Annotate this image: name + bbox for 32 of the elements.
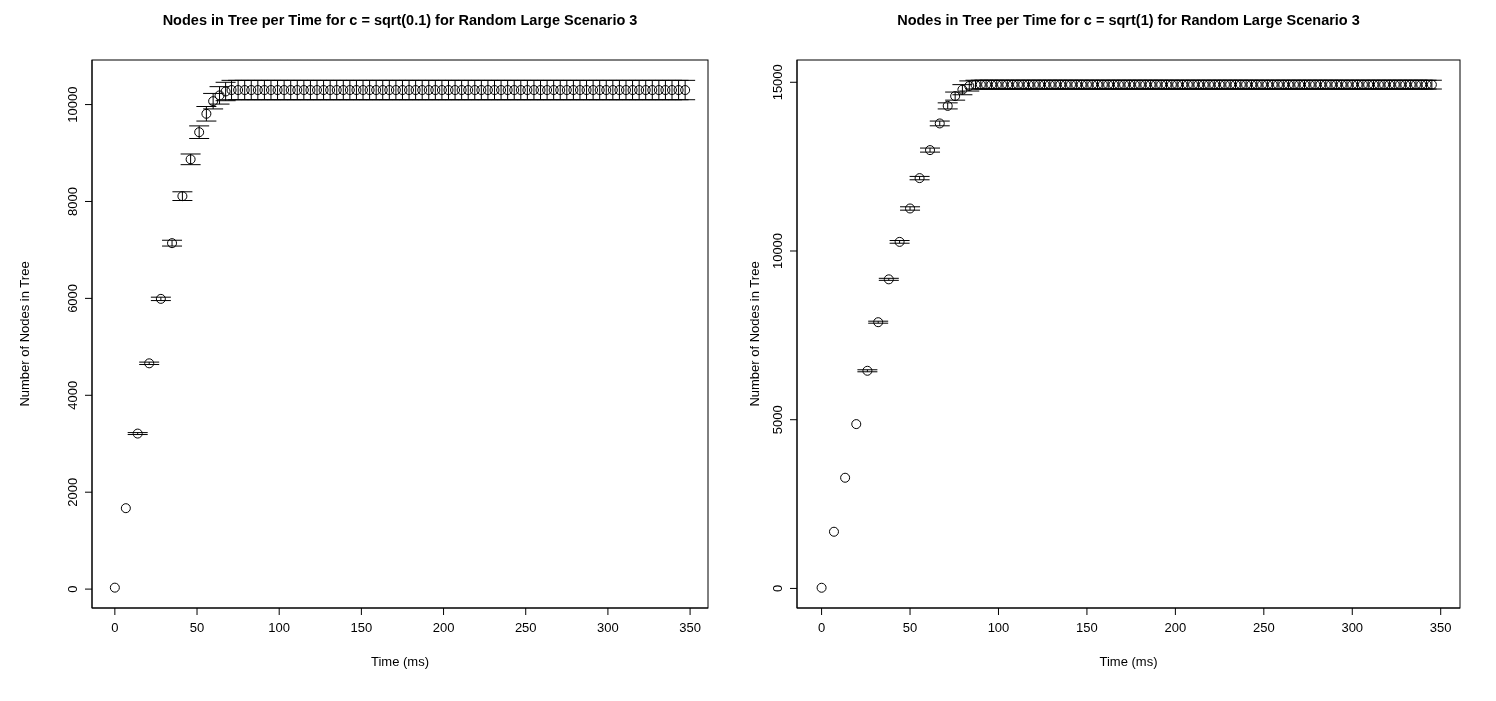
chart-title: Nodes in Tree per Time for c = sqrt(0.1) for Random Large Scenario 3 (161, 12, 639, 28)
x-tick-label: 200 (1164, 620, 1187, 636)
y-tick-label: 8000 (65, 187, 80, 216)
y-tick-label: 5000 (770, 405, 785, 435)
y-tick-label: 10000 (770, 232, 785, 270)
x-axis-title: Time (ms) (370, 654, 430, 669)
x-tick-label: 250 (514, 620, 537, 636)
x-tick-label: 100 (268, 620, 291, 636)
x-tick-label: 100 (987, 620, 1010, 636)
x-tick-label: 350 (679, 620, 701, 636)
x-tick-label: 150 (1076, 620, 1098, 636)
y-tick-label: 6000 (65, 283, 80, 313)
x-tick-label: 250 (1252, 620, 1275, 636)
x-tick-label: 0 (817, 620, 826, 636)
y-axis-title: Number of Nodes in Tree (746, 261, 762, 407)
x-tick-label: 300 (597, 620, 619, 636)
y-tick-label: 10000 (65, 86, 80, 123)
x-tick-label: 350 (1429, 620, 1452, 636)
y-tick-label: 2000 (65, 477, 80, 507)
y-tick-label: 0 (770, 584, 785, 593)
x-tick-label: 300 (1341, 620, 1364, 636)
chart-title: Nodes in Tree per Time for c = sqrt(1) for Random Large Scenario 3 (896, 12, 1361, 28)
x-tick-label: 150 (350, 620, 373, 636)
y-axis-title: Number of Nodes in Tree (16, 261, 32, 407)
x-tick-label: 50 (902, 620, 918, 636)
x-tick-label: 50 (189, 620, 205, 636)
y-tick-label: 15000 (770, 64, 785, 101)
y-tick-label: 4000 (65, 380, 80, 410)
x-tick-label: 0 (111, 620, 119, 636)
x-axis-title: Time (ms) (1098, 654, 1159, 669)
y-tick-label: 0 (65, 585, 80, 593)
x-tick-label: 200 (432, 620, 455, 636)
